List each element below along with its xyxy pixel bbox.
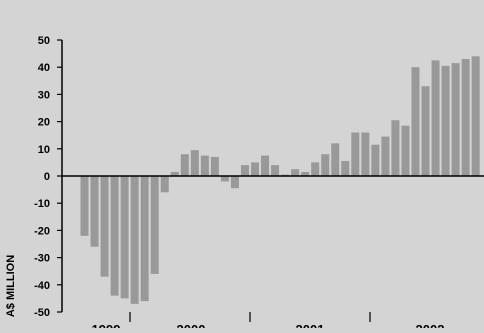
bar — [240, 165, 249, 176]
bar — [120, 176, 129, 299]
bar — [80, 176, 89, 236]
bar — [341, 161, 350, 176]
bar — [160, 176, 169, 193]
bar — [110, 176, 119, 296]
bar — [441, 65, 450, 176]
bar — [461, 59, 470, 176]
bar — [261, 155, 270, 176]
bar — [190, 150, 199, 176]
bar — [311, 162, 320, 176]
y-tick-label: -10 — [34, 198, 50, 210]
y-tick-label: 30 — [38, 89, 50, 101]
y-axis-label: A$ MILLION — [5, 255, 17, 317]
x-year-label: 2001 — [296, 322, 325, 328]
bar — [230, 176, 239, 189]
bar — [180, 154, 189, 176]
bar — [291, 169, 300, 176]
bar — [331, 143, 340, 176]
y-tick-label: -20 — [34, 225, 50, 237]
bar — [321, 154, 330, 176]
x-year-label: 1999 — [92, 322, 121, 328]
bar — [271, 165, 280, 176]
bar — [411, 67, 420, 176]
x-year-label: 2002 — [416, 322, 445, 328]
bar — [90, 176, 99, 247]
bar — [220, 176, 229, 182]
bar — [150, 176, 159, 274]
y-tick-label: -30 — [34, 253, 50, 265]
bar — [351, 132, 360, 176]
bar — [140, 176, 149, 302]
bar — [421, 86, 430, 176]
bar — [200, 155, 209, 176]
y-tick-label: -40 — [34, 280, 50, 292]
bar — [381, 136, 390, 176]
bar — [371, 144, 380, 176]
bar — [301, 171, 310, 176]
bar — [210, 156, 219, 176]
bar — [451, 63, 460, 177]
y-tick-label: 50 — [38, 35, 50, 47]
bar — [431, 60, 440, 176]
bar — [361, 132, 370, 176]
bar — [471, 56, 480, 176]
x-year-label: 2000 — [177, 322, 206, 328]
bar — [251, 162, 260, 176]
y-tick-label: 40 — [38, 62, 50, 74]
bar — [100, 176, 109, 277]
bar — [391, 120, 400, 176]
y-tick-label: 20 — [38, 117, 50, 129]
y-tick-label: 10 — [38, 144, 50, 156]
bar — [170, 171, 179, 176]
y-tick-label: 0 — [44, 171, 50, 183]
bar — [401, 125, 410, 176]
y-tick-label: -50 — [34, 307, 50, 319]
bar — [130, 176, 139, 304]
